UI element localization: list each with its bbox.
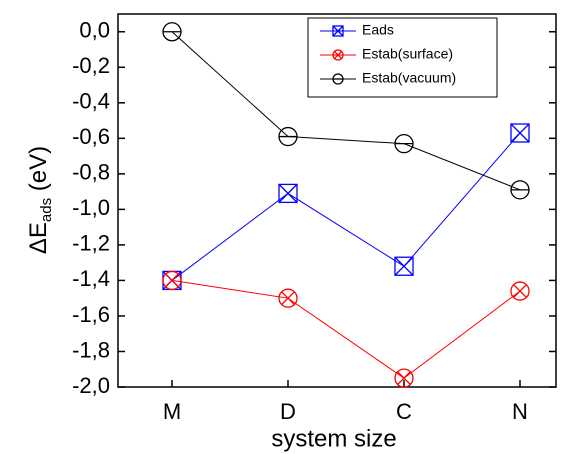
y-tick-label: -0,4 [72, 89, 110, 114]
marker-shape [510, 123, 530, 143]
marker [510, 180, 530, 200]
marker-shape [332, 25, 344, 37]
y-tick-label: -1,2 [72, 231, 110, 256]
y-tick-label: -1,8 [72, 337, 110, 362]
marker [278, 126, 298, 147]
series-line [171, 31, 521, 191]
y-tick-label: -0,6 [72, 124, 110, 149]
y-tick-label: -0,2 [72, 53, 110, 78]
x-tick-label: C [396, 399, 412, 424]
x-axis-label: system size [271, 425, 396, 452]
marker-shape [278, 183, 298, 203]
marker-shape [510, 281, 530, 301]
marker [510, 281, 530, 301]
y-label-main: ΔE [25, 222, 52, 254]
marker [278, 183, 298, 204]
y-tick-label: -1,4 [72, 266, 110, 291]
marker-shape [278, 288, 298, 308]
x-tick-label: M [163, 399, 181, 424]
marker-shape [281, 291, 295, 306]
series-line [171, 132, 521, 281]
marker-shape [332, 49, 344, 61]
marker-shape [278, 183, 298, 204]
y-label-unit: (eV) [25, 146, 52, 191]
marker [394, 368, 414, 388]
y-tick-label: -0,8 [72, 160, 110, 185]
marker-shape [162, 270, 182, 291]
marker [394, 134, 414, 154]
y-axis-label-text: ΔEads (eV) [25, 146, 55, 254]
marker-shape [513, 284, 527, 298]
marker-shape [334, 51, 342, 59]
series-line [171, 279, 521, 379]
y-label-space [25, 191, 52, 198]
x-tick-label: D [280, 399, 296, 424]
legend-label: Eads [362, 22, 394, 38]
legend-label: Estab(surface) [362, 46, 453, 62]
y-tick-label: -1,6 [72, 302, 110, 327]
marker [162, 270, 182, 291]
y-tick-label: 0,0 [79, 18, 110, 43]
y-tick-label: -2,0 [72, 373, 110, 398]
marker-shape [510, 123, 530, 143]
marker-shape [165, 273, 179, 288]
marker [332, 73, 344, 85]
marker [394, 256, 414, 276]
y-label-sub: ads [38, 198, 55, 222]
marker [332, 25, 344, 37]
marker [278, 288, 298, 308]
legend-label: Estab(vacuum) [362, 70, 456, 86]
y-tick-label: -1,0 [72, 195, 110, 220]
plot-frame [117, 13, 557, 388]
marker [510, 123, 530, 143]
marker-shape [397, 371, 411, 385]
marker-shape [394, 256, 414, 276]
marker-shape [394, 368, 414, 388]
marker [162, 22, 182, 42]
x-tick-label: N [512, 399, 528, 424]
y-axis-label: ΔEads (eV) [25, 146, 55, 254]
marker-shape [332, 25, 344, 37]
marker-shape [394, 256, 414, 276]
marker [332, 49, 344, 61]
